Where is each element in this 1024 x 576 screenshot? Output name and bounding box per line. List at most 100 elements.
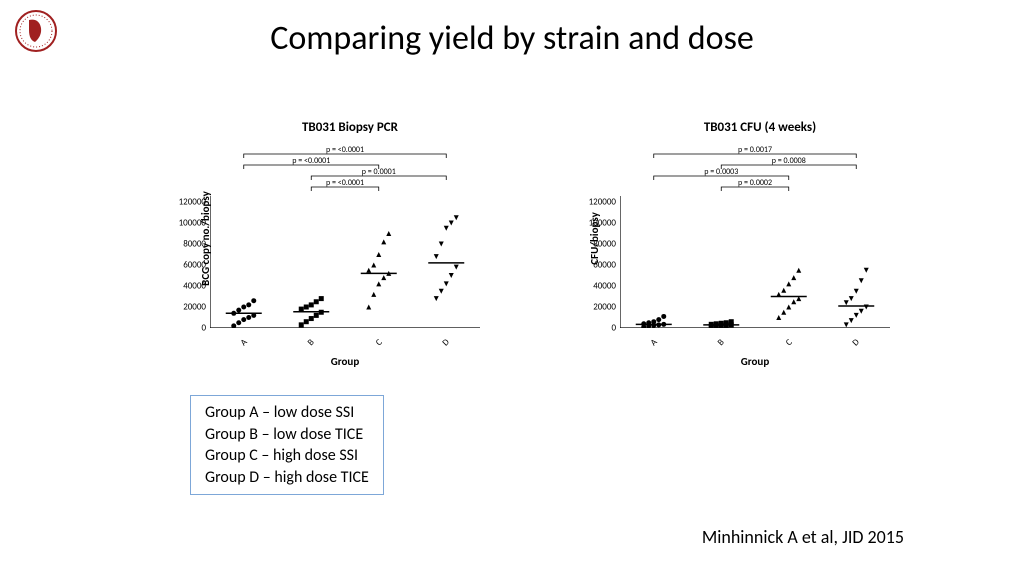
data-point — [231, 323, 236, 328]
citation: Minhinnick A et al, JID 2015 — [702, 526, 904, 548]
data-point — [844, 322, 849, 327]
data-point — [651, 319, 656, 324]
legend-line: Group D – high dose TICE — [205, 467, 369, 489]
y-tick-label: 0 — [588, 323, 616, 334]
data-point — [449, 273, 454, 278]
data-point — [371, 263, 376, 268]
p-value-label: p = 0.0001 — [362, 167, 396, 177]
plot-area — [210, 148, 480, 328]
chart-title: TB031 CFU (4 weeks) — [610, 120, 910, 135]
plot-area — [620, 148, 890, 328]
data-point — [299, 322, 304, 327]
data-point — [454, 215, 459, 220]
data-point — [299, 307, 304, 312]
data-point — [791, 275, 796, 280]
x-tick-label: A — [238, 337, 249, 348]
x-tick-label: B — [716, 337, 727, 348]
data-point — [366, 268, 371, 273]
data-point — [366, 305, 371, 310]
data-point — [309, 316, 314, 321]
data-point — [854, 313, 859, 318]
data-point — [444, 226, 449, 231]
y-tick-label: 40000 — [178, 281, 206, 292]
x-axis-label: Group — [620, 355, 890, 368]
data-point — [776, 315, 781, 320]
p-value-label: p = 0.0017 — [738, 145, 772, 155]
data-point — [444, 281, 449, 286]
data-point — [309, 302, 314, 307]
data-point — [246, 315, 251, 320]
y-tick-label: 100000 — [178, 218, 206, 229]
x-tick-label: B — [306, 337, 317, 348]
data-point — [386, 231, 391, 236]
y-tick-label: 60000 — [178, 260, 206, 271]
x-tick-label: C — [783, 337, 794, 348]
data-point — [454, 265, 459, 270]
data-point — [236, 320, 241, 325]
group-legend: Group A – low dose SSIGroup B – low dose… — [190, 395, 384, 495]
chart-svg — [210, 148, 480, 328]
data-point — [434, 296, 439, 301]
data-point — [304, 319, 309, 324]
charts-row: TB031 Biopsy PCR BCG copy no./biopsy Gro… — [140, 120, 910, 370]
data-point — [849, 318, 854, 323]
x-tick-label: D — [440, 337, 452, 349]
data-point — [241, 305, 246, 310]
data-point — [849, 296, 854, 301]
data-point — [781, 310, 786, 315]
data-point — [864, 268, 869, 273]
data-point — [304, 305, 309, 310]
data-point — [241, 317, 246, 322]
chart-biopsy-pcr: TB031 Biopsy PCR BCG copy no./biopsy Gro… — [140, 120, 500, 370]
chart-title: TB031 Biopsy PCR — [200, 120, 500, 135]
data-point — [434, 254, 439, 259]
data-point — [859, 309, 864, 314]
data-point — [729, 319, 734, 324]
y-tick-label: 60000 — [588, 260, 616, 271]
p-value-label: p = <0.0001 — [292, 156, 330, 166]
data-point — [381, 239, 386, 244]
y-tick-label: 80000 — [178, 239, 206, 250]
data-point — [796, 268, 801, 273]
y-tick-label: 120000 — [588, 197, 616, 208]
data-point — [314, 313, 319, 318]
y-tick-label: 20000 — [178, 302, 206, 313]
slide-title: Comparing yield by strain and dose — [0, 18, 1024, 59]
data-point — [854, 289, 859, 294]
data-point — [439, 242, 444, 247]
y-tick-label: 120000 — [178, 197, 206, 208]
data-point — [656, 317, 661, 322]
legend-line: Group A – low dose SSI — [205, 402, 369, 424]
y-tick-label: 0 — [178, 323, 206, 334]
data-point — [844, 300, 849, 305]
data-point — [791, 299, 796, 304]
p-value-label: p = 0.0003 — [704, 167, 738, 177]
data-point — [859, 278, 864, 283]
data-point — [376, 281, 381, 286]
y-tick-label: 20000 — [588, 302, 616, 313]
data-point — [236, 308, 241, 313]
x-tick-label: A — [648, 337, 659, 348]
data-point — [381, 275, 386, 280]
p-value-label: p = 0.0002 — [738, 178, 772, 188]
chart-cfu: TB031 CFU (4 weeks) CFU/biopsy Group 020… — [550, 120, 910, 370]
p-value-label: p = <0.0001 — [326, 145, 364, 155]
legend-line: Group B – low dose TICE — [205, 424, 369, 446]
p-value-label: p = <0.0001 — [326, 178, 364, 188]
y-tick-label: 40000 — [588, 281, 616, 292]
data-point — [319, 296, 324, 301]
x-tick-label: C — [373, 337, 384, 348]
data-point — [251, 298, 256, 303]
data-point — [449, 221, 454, 226]
x-axis-label: Group — [210, 355, 480, 368]
data-point — [376, 252, 381, 257]
y-tick-label: 80000 — [588, 239, 616, 250]
data-point — [781, 288, 786, 293]
data-point — [786, 281, 791, 286]
data-point — [439, 289, 444, 294]
data-point — [661, 314, 666, 319]
legend-line: Group C – high dose SSI — [205, 445, 369, 467]
y-tick-label: 100000 — [588, 218, 616, 229]
data-point — [371, 292, 376, 297]
x-tick-label: D — [850, 337, 862, 349]
